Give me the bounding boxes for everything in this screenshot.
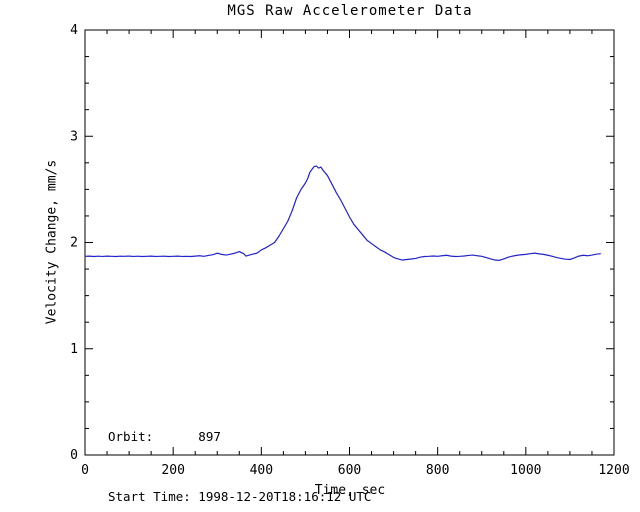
x-tick-label: 200 <box>161 463 184 478</box>
x-tick-label: 600 <box>338 463 361 478</box>
x-axis-label: Time, sec <box>314 483 386 498</box>
x-tick-label: 1200 <box>598 463 629 478</box>
x-tick-label: 800 <box>426 463 449 478</box>
y-tick-label: 0 <box>70 448 78 463</box>
y-tick-label: 3 <box>70 129 78 144</box>
x-tick-label: 400 <box>250 463 273 478</box>
y-tick-label: 2 <box>70 236 78 251</box>
annotation-start-time: Start Time: 1998-12-20T18:16:12 UTC <box>108 489 372 504</box>
x-tick-label: 1000 <box>510 463 541 478</box>
data-line <box>84 165 601 261</box>
y-tick-label: 4 <box>70 23 78 38</box>
y-tick-label: 1 <box>70 342 78 357</box>
chart-title: MGS Raw Accelerometer Data <box>227 3 473 19</box>
x-tick-label: 0 <box>81 463 89 478</box>
annotation-orbit: Orbit: 897 <box>108 429 221 444</box>
annotation-block: Orbit: 897 Start Time: 1998-12-20T18:16:… <box>108 387 371 512</box>
